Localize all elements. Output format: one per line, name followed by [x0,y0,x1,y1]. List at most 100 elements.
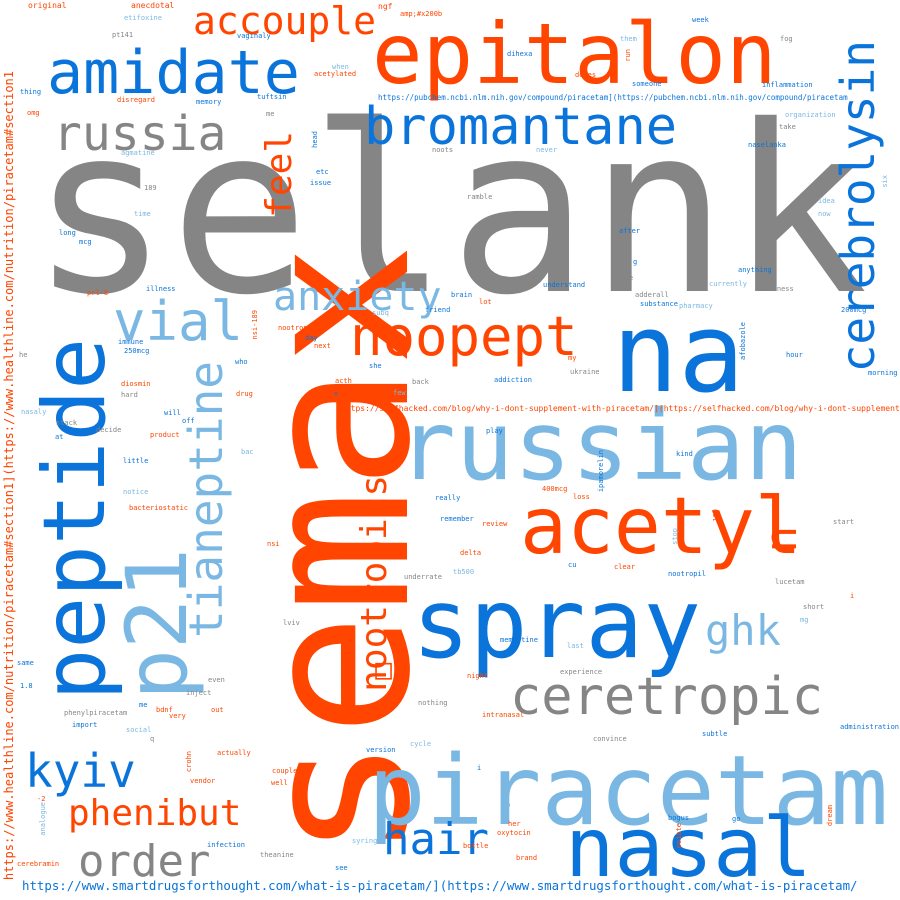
word-out: out [211,706,224,714]
word-bottle: bottle [463,842,489,850]
word-same: same [17,659,34,667]
word-mcg200: 200mcg [841,306,867,314]
word-ceretropic: ceretropic [510,667,824,727]
word-product: product [150,431,180,439]
word-lot: lot [479,298,492,306]
word-vendor: vendor [190,777,216,785]
word-tb500: tb500 [453,568,475,576]
word-long: long [59,229,76,237]
word-pt141: pt141 [112,31,134,39]
word-nootropic: nootropic [278,324,316,332]
word-stack: stack [56,419,78,427]
word-never: never [536,146,558,154]
word-clear: clear [614,563,636,571]
word-nsi189: nsi-189 [251,310,259,340]
word-brand: brand [516,854,538,862]
word-noots: noots [432,146,454,154]
word-naselanka: naselanka [748,141,786,149]
word-mcg: mcg [79,238,92,246]
word-version: version [366,746,396,754]
word-notice: notice [123,488,149,496]
word-syringe: syringe [352,837,382,845]
word-haziness: haziness [760,285,794,293]
word-russian: russian [398,390,803,502]
word-night: night [467,672,489,680]
word-see: see [335,864,348,872]
word-amidate: amidate [47,38,300,108]
word-inject: inject [186,689,212,697]
word-she: she [369,362,382,370]
word-ipamorelin: ipamorelin [597,449,605,492]
word-theanine: theanine [260,851,294,859]
word-url-selfhacked: https://selfhacked.com/blog/why-i-dont-s… [341,404,900,413]
word-url-pubchem: https://pubchem.ncbi.nlm.nih.gov/compoun… [378,93,848,102]
word-piracetam: piracetam [368,735,889,847]
word-few: few [393,389,406,397]
word-couple: couple [272,767,298,775]
word-memantine: memantine [500,636,538,644]
word-organization: organization [785,111,836,119]
word-n189: 189 [144,184,157,192]
word-mg: mg [800,616,809,624]
word-go: go [732,815,741,823]
word-me2: me [139,701,148,709]
word-kyiv: kyiv [25,744,136,798]
word-nothing: nothing [418,699,448,707]
word-peptide: peptide [25,337,125,700]
word-minus2: -2 [37,795,46,803]
word-bogus: bogus [668,814,690,822]
word-eq: = [334,390,339,398]
word-anxiety: anxiety [273,274,442,320]
word-them: them [620,35,637,43]
word-nasal: nasal [565,801,812,896]
word-hair: hair [383,814,489,865]
word-vial: vial [113,290,244,353]
word-subq: subq [372,309,389,317]
word-etifoxine: etifoxine [124,14,162,22]
word-will: will [164,409,181,417]
word-substance: substance [640,300,678,308]
word-morning: morning [868,369,898,377]
word-decide: decide [96,426,122,434]
word-url-smartdrugs: https://www.smartdrugsforthought.com/wha… [22,878,858,893]
word-i: i [850,592,855,600]
word-after: after [619,227,641,235]
word-underrate: underrate [404,573,442,581]
word-back: back [412,378,429,386]
word-who: who [235,358,248,366]
word-nootropil: nootropil [668,570,706,578]
word-erase: erase [612,274,634,282]
word-brain: brain [451,291,473,299]
word-cycle: cycle [410,740,432,748]
word-intranasal: intranasal [482,711,525,719]
word-nasaly: nasaly [21,408,47,416]
word-cerebramin: cerebramin [17,860,60,868]
word-na: na [612,289,745,417]
word-ooiate: ooiate [675,822,683,848]
word-ngf: ngf [378,2,393,11]
word-oxytocin: oxytocin [497,829,531,837]
word-social: social [126,726,152,734]
word-spray: spray [412,568,701,680]
word-loss: loss [573,493,590,501]
word-day: day [305,334,318,342]
word-fog: fog [780,35,793,43]
word-infection: infection [207,841,245,849]
word-week: week [692,16,709,24]
word-immune: immune [118,338,144,346]
word-order: order [78,836,211,887]
word-off: off [182,417,195,425]
word-even: even [208,676,225,684]
word-illness: illness [146,285,176,293]
word-drug: drug [236,390,253,398]
word-lucetam: lucetam [775,578,805,586]
word-her: her [508,820,521,828]
word-phenylpiracetam: phenylpiracetam [64,709,128,717]
word-play: play [486,427,503,435]
word-feel: feel [259,131,300,218]
word-g: g [633,258,638,266]
word-agmatine: agmatine [121,149,155,157]
word-ukraine: ukraine [570,368,600,376]
word-phenibut: phenibut [68,793,242,834]
